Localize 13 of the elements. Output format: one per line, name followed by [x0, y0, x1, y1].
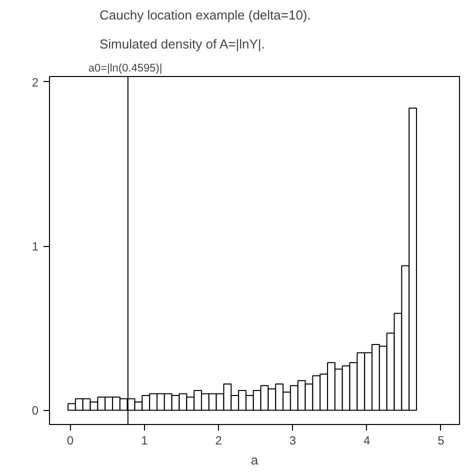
- y-tick-label: 0: [32, 404, 39, 418]
- x-tick-label: 4: [363, 434, 370, 448]
- chart-subtitle: Simulated density of A=|lnY|.: [100, 36, 265, 52]
- ref-line-label: a0=|ln(0.4595)|: [88, 62, 162, 74]
- y-tick-label: 1: [32, 240, 39, 254]
- x-tick-label: 0: [66, 434, 74, 448]
- x-tick-label: 3: [289, 434, 296, 448]
- y-tick-label: 2: [32, 75, 39, 90]
- chart-title: Cauchy location example (delta=10).: [100, 8, 311, 22]
- x-tick-label: 2: [215, 434, 222, 448]
- x-tick-label: 1: [141, 434, 148, 448]
- x-axis-title: a: [250, 452, 259, 468]
- x-tick-label: 5: [438, 434, 445, 448]
